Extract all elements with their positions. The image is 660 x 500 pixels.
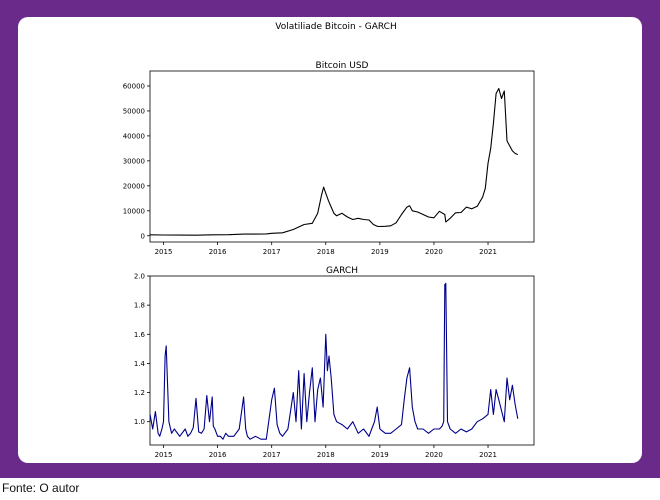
x-tick-label: 2020 <box>425 248 443 256</box>
x-tick-label: 2015 <box>155 248 173 256</box>
x-tick-label: 2017 <box>263 248 281 256</box>
y-tick-label: 40000 <box>123 132 145 140</box>
x-tick-label: 2017 <box>263 451 281 459</box>
chart-1-x-axis: 2015 2016 2017 2018 2019 2020 2021 <box>155 242 497 256</box>
chart-2-y-axis: 1.0 1.2 1.4 1.6 1.8 2.0 <box>134 273 150 426</box>
x-tick-label: 2018 <box>317 451 335 459</box>
chart-2-x-axis: 2015 2016 2017 2018 2019 2020 2021 <box>155 445 497 459</box>
bitcoin-price-line <box>149 87 519 236</box>
x-tick-label: 2021 <box>479 451 497 459</box>
y-tick-label: 20000 <box>123 182 145 190</box>
x-tick-label: 2015 <box>155 451 173 459</box>
chart-1-axes-frame <box>149 70 535 243</box>
x-tick-label: 2019 <box>371 248 389 256</box>
y-tick-label: 60000 <box>123 82 145 90</box>
y-tick-label: 1.2 <box>134 389 145 397</box>
garch-volatility-line <box>149 282 519 440</box>
x-tick-label: 2019 <box>371 451 389 459</box>
x-tick-label: 2018 <box>317 248 335 256</box>
figure-canvas: Volatiliade Bitcoin - GARCH Bitcoin USD … <box>123 22 535 459</box>
x-tick-label: 2021 <box>479 248 497 256</box>
x-tick-label: 2016 <box>209 248 227 256</box>
y-tick-label: 1.6 <box>134 331 146 339</box>
y-tick-label: 2.0 <box>134 273 145 281</box>
chart-1-plot-area <box>149 87 519 236</box>
chart-2-axes-frame <box>149 275 535 446</box>
x-tick-label: 2020 <box>425 451 443 459</box>
y-tick-label: 50000 <box>123 107 145 115</box>
chart-1-y-axis: 0 10000 20000 30000 40000 50000 60000 <box>123 82 150 240</box>
figure-panel <box>18 17 642 463</box>
y-tick-label: 1.8 <box>134 302 145 310</box>
y-tick-label: 30000 <box>123 157 145 165</box>
x-tick-label: 2016 <box>209 451 227 459</box>
y-tick-label: 10000 <box>123 207 145 215</box>
chart-2-title: GARCH <box>326 266 358 276</box>
chart-2-plot-area <box>149 282 519 440</box>
y-tick-label: 1.4 <box>134 360 146 368</box>
source-caption: Fonte: O autor <box>2 481 80 495</box>
y-tick-label: 1.0 <box>134 418 145 426</box>
chart-1-title: Bitcoin USD <box>316 61 369 71</box>
y-tick-label: 0 <box>141 232 145 240</box>
figure-suptitle: Volatiliade Bitcoin - GARCH <box>275 22 396 32</box>
